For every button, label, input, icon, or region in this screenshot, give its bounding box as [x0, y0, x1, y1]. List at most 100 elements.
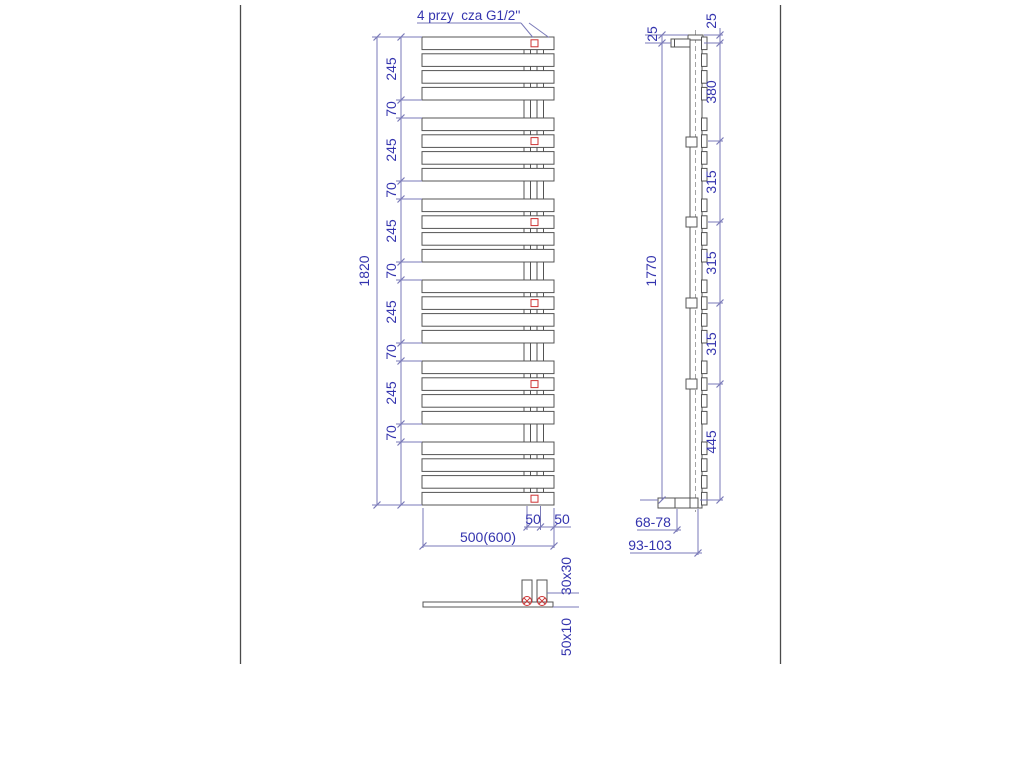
- side-bar-edge: [701, 248, 708, 263]
- side-bar-edge: [701, 232, 708, 246]
- dimension-tick: [373, 501, 381, 509]
- side-bar-edge: [701, 441, 708, 456]
- note-leader-line: [528, 22, 550, 38]
- side-wall-distance-label-1: 68-78: [635, 514, 671, 530]
- side-bar-edge: [701, 279, 708, 294]
- connection-marker: [530, 137, 539, 146]
- heating-bar: [421, 198, 555, 213]
- dimension-tick: [397, 177, 405, 185]
- heating-bar: [421, 491, 555, 506]
- side-bar-edge: [701, 394, 708, 408]
- heating-bar: [421, 70, 555, 84]
- side-bar-edge: [701, 458, 708, 472]
- dimension-tick: [716, 39, 724, 47]
- side-chain-label: 315: [703, 331, 719, 356]
- wall-bracket: [685, 378, 698, 390]
- heating-bar: [421, 313, 555, 327]
- front-chain-label: 70: [383, 182, 399, 198]
- side-bar-edge: [701, 117, 708, 132]
- side-top-offset-label: 25: [644, 26, 660, 42]
- dimension-tick: [397, 96, 405, 104]
- heating-bar: [421, 360, 555, 375]
- heating-bar: [421, 296, 555, 310]
- side-bar-edge: [701, 410, 708, 425]
- front-chain-label: 245: [383, 56, 399, 81]
- dimension-tick: [397, 339, 405, 347]
- front-chain-label: 245: [383, 299, 399, 324]
- side-bar-edge: [701, 215, 708, 229]
- heating-bar: [421, 53, 555, 67]
- detail-connection-symbol: [537, 596, 547, 606]
- dimension-tick: [716, 218, 724, 226]
- front-chain-label: 70: [383, 425, 399, 441]
- dimension-tick: [397, 357, 405, 365]
- side-collector-body: [689, 34, 703, 509]
- heating-bar: [421, 151, 555, 165]
- detail-connection-symbol: [522, 596, 532, 606]
- dimension-tick: [397, 33, 405, 41]
- connection-marker: [530, 218, 539, 227]
- connection-marker: [530, 494, 539, 503]
- heating-bar: [421, 279, 555, 294]
- side-bar-edge: [701, 134, 708, 148]
- heating-bar: [421, 248, 555, 263]
- dimension-tick: [550, 523, 558, 531]
- side-bar-edge: [701, 70, 708, 84]
- dimension-tick: [419, 542, 427, 550]
- dimension-tick: [716, 496, 724, 504]
- front-chain-label: 70: [383, 344, 399, 360]
- front-overall-height-label: 1820: [356, 255, 372, 287]
- side-top-pipe: [670, 38, 691, 48]
- front-offset-label-left: 50: [525, 511, 541, 527]
- dimension-tick: [523, 523, 531, 531]
- front-chain-label: 245: [383, 137, 399, 162]
- dimension-tick: [397, 276, 405, 284]
- detail-connection-cross: [538, 597, 546, 605]
- detail-flat-bar-strip: [422, 601, 554, 608]
- side-chain-label: 25: [703, 13, 719, 29]
- dimension-tick: [397, 438, 405, 446]
- side-bar-edge: [701, 313, 708, 327]
- side-bar-edge: [701, 377, 708, 391]
- dimension-tick: [673, 526, 681, 534]
- side-bar-edge: [701, 53, 708, 67]
- side-bar-edge: [701, 167, 708, 182]
- side-wall-distance-label-2: 93-103: [628, 537, 672, 553]
- side-chain-label: 315: [703, 250, 719, 275]
- front-chain-label: 245: [383, 380, 399, 405]
- front-chain-label: 70: [383, 101, 399, 117]
- side-bar-edge: [701, 491, 708, 506]
- front-offset-label-right: 50: [554, 511, 570, 527]
- wall-bracket: [685, 216, 698, 228]
- heating-bar: [421, 410, 555, 425]
- dimension-tick: [658, 39, 666, 47]
- side-chain-label: 315: [703, 169, 719, 194]
- side-chain-label: 380: [703, 80, 719, 104]
- heating-bar: [421, 167, 555, 182]
- dimension-tick: [397, 420, 405, 428]
- side-bar-edge: [701, 86, 708, 101]
- detail-bar-profile-label: 50x10: [558, 617, 574, 657]
- side-bar-edge: [701, 296, 708, 310]
- side-bottom-pipe: [657, 497, 699, 509]
- side-bar-edge: [701, 151, 708, 165]
- side-bar-edge: [701, 475, 708, 489]
- heating-bar: [421, 394, 555, 408]
- heating-bar: [421, 232, 555, 246]
- heating-bar: [421, 36, 555, 51]
- side-overall-height-label: 1770: [643, 255, 659, 287]
- note-leader-line: [520, 22, 534, 38]
- detail-connection-cross: [523, 597, 531, 605]
- dimension-tick: [397, 114, 405, 122]
- heating-bar: [421, 215, 555, 229]
- dimension-tick: [536, 523, 545, 531]
- side-bar-edge: [701, 360, 708, 375]
- dimension-tick: [716, 380, 724, 388]
- detail-tube-profile-label: 30x30: [558, 556, 574, 596]
- dimension-tick: [550, 542, 558, 550]
- dimension-tick: [658, 31, 666, 39]
- front-chain-label: 70: [383, 263, 399, 279]
- heating-bar: [421, 377, 555, 391]
- detail-tube: [521, 579, 533, 603]
